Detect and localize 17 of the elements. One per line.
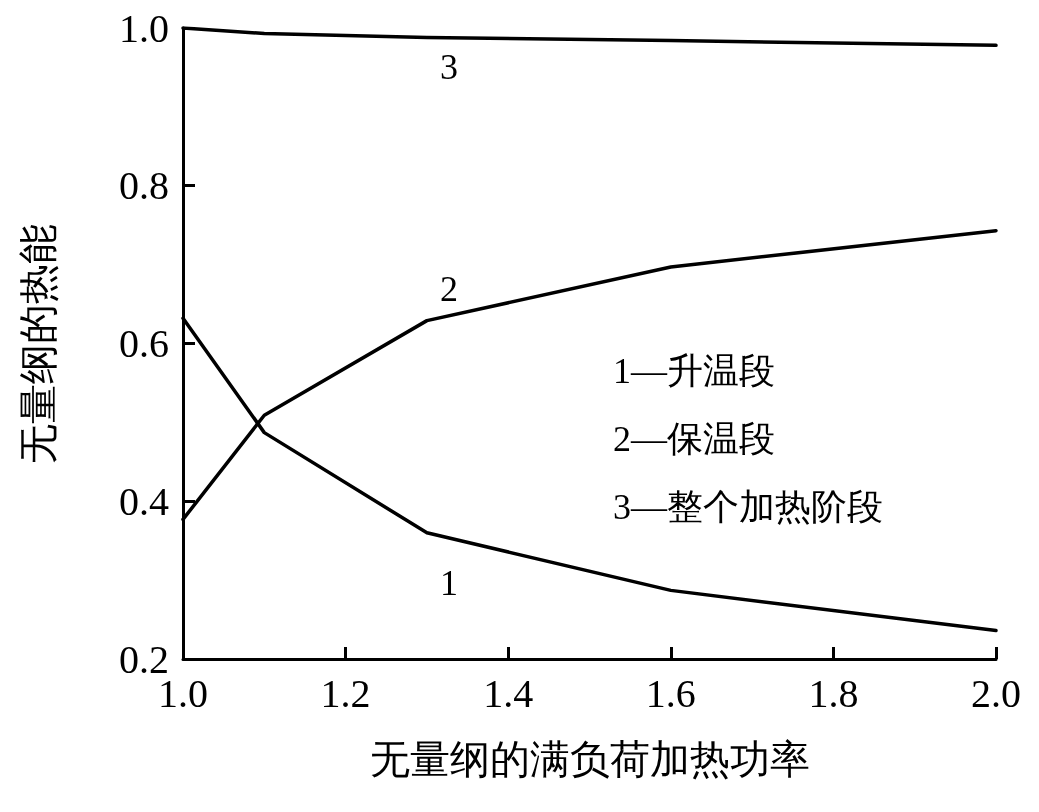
x-axis-title: 无量纲的满负荷加热功率 — [369, 736, 810, 782]
x-tick-label: 1.4 — [483, 670, 534, 716]
y-tick-label: 0.4 — [119, 478, 169, 524]
annotation: 3—整个加热阶段 — [613, 487, 883, 527]
series-label: 3 — [439, 47, 458, 88]
series-label: 2 — [439, 268, 458, 309]
x-tick-label: 1.8 — [808, 670, 859, 716]
y-tick-label: 0.6 — [119, 321, 169, 366]
x-tick-label: 1.2 — [320, 670, 371, 716]
y-tick-label: 1.0 — [119, 5, 169, 51]
x-tick-label: 2.0 — [971, 670, 1021, 716]
y-tick-label: 0.8 — [119, 163, 169, 209]
series-label: 1 — [439, 562, 458, 603]
x-tick-label: 1.6 — [645, 670, 696, 716]
annotation: 2—保温段 — [613, 419, 775, 459]
y-axis-title: 无量纲的热能 — [15, 223, 61, 464]
annotation: 1—升温段 — [613, 351, 775, 391]
